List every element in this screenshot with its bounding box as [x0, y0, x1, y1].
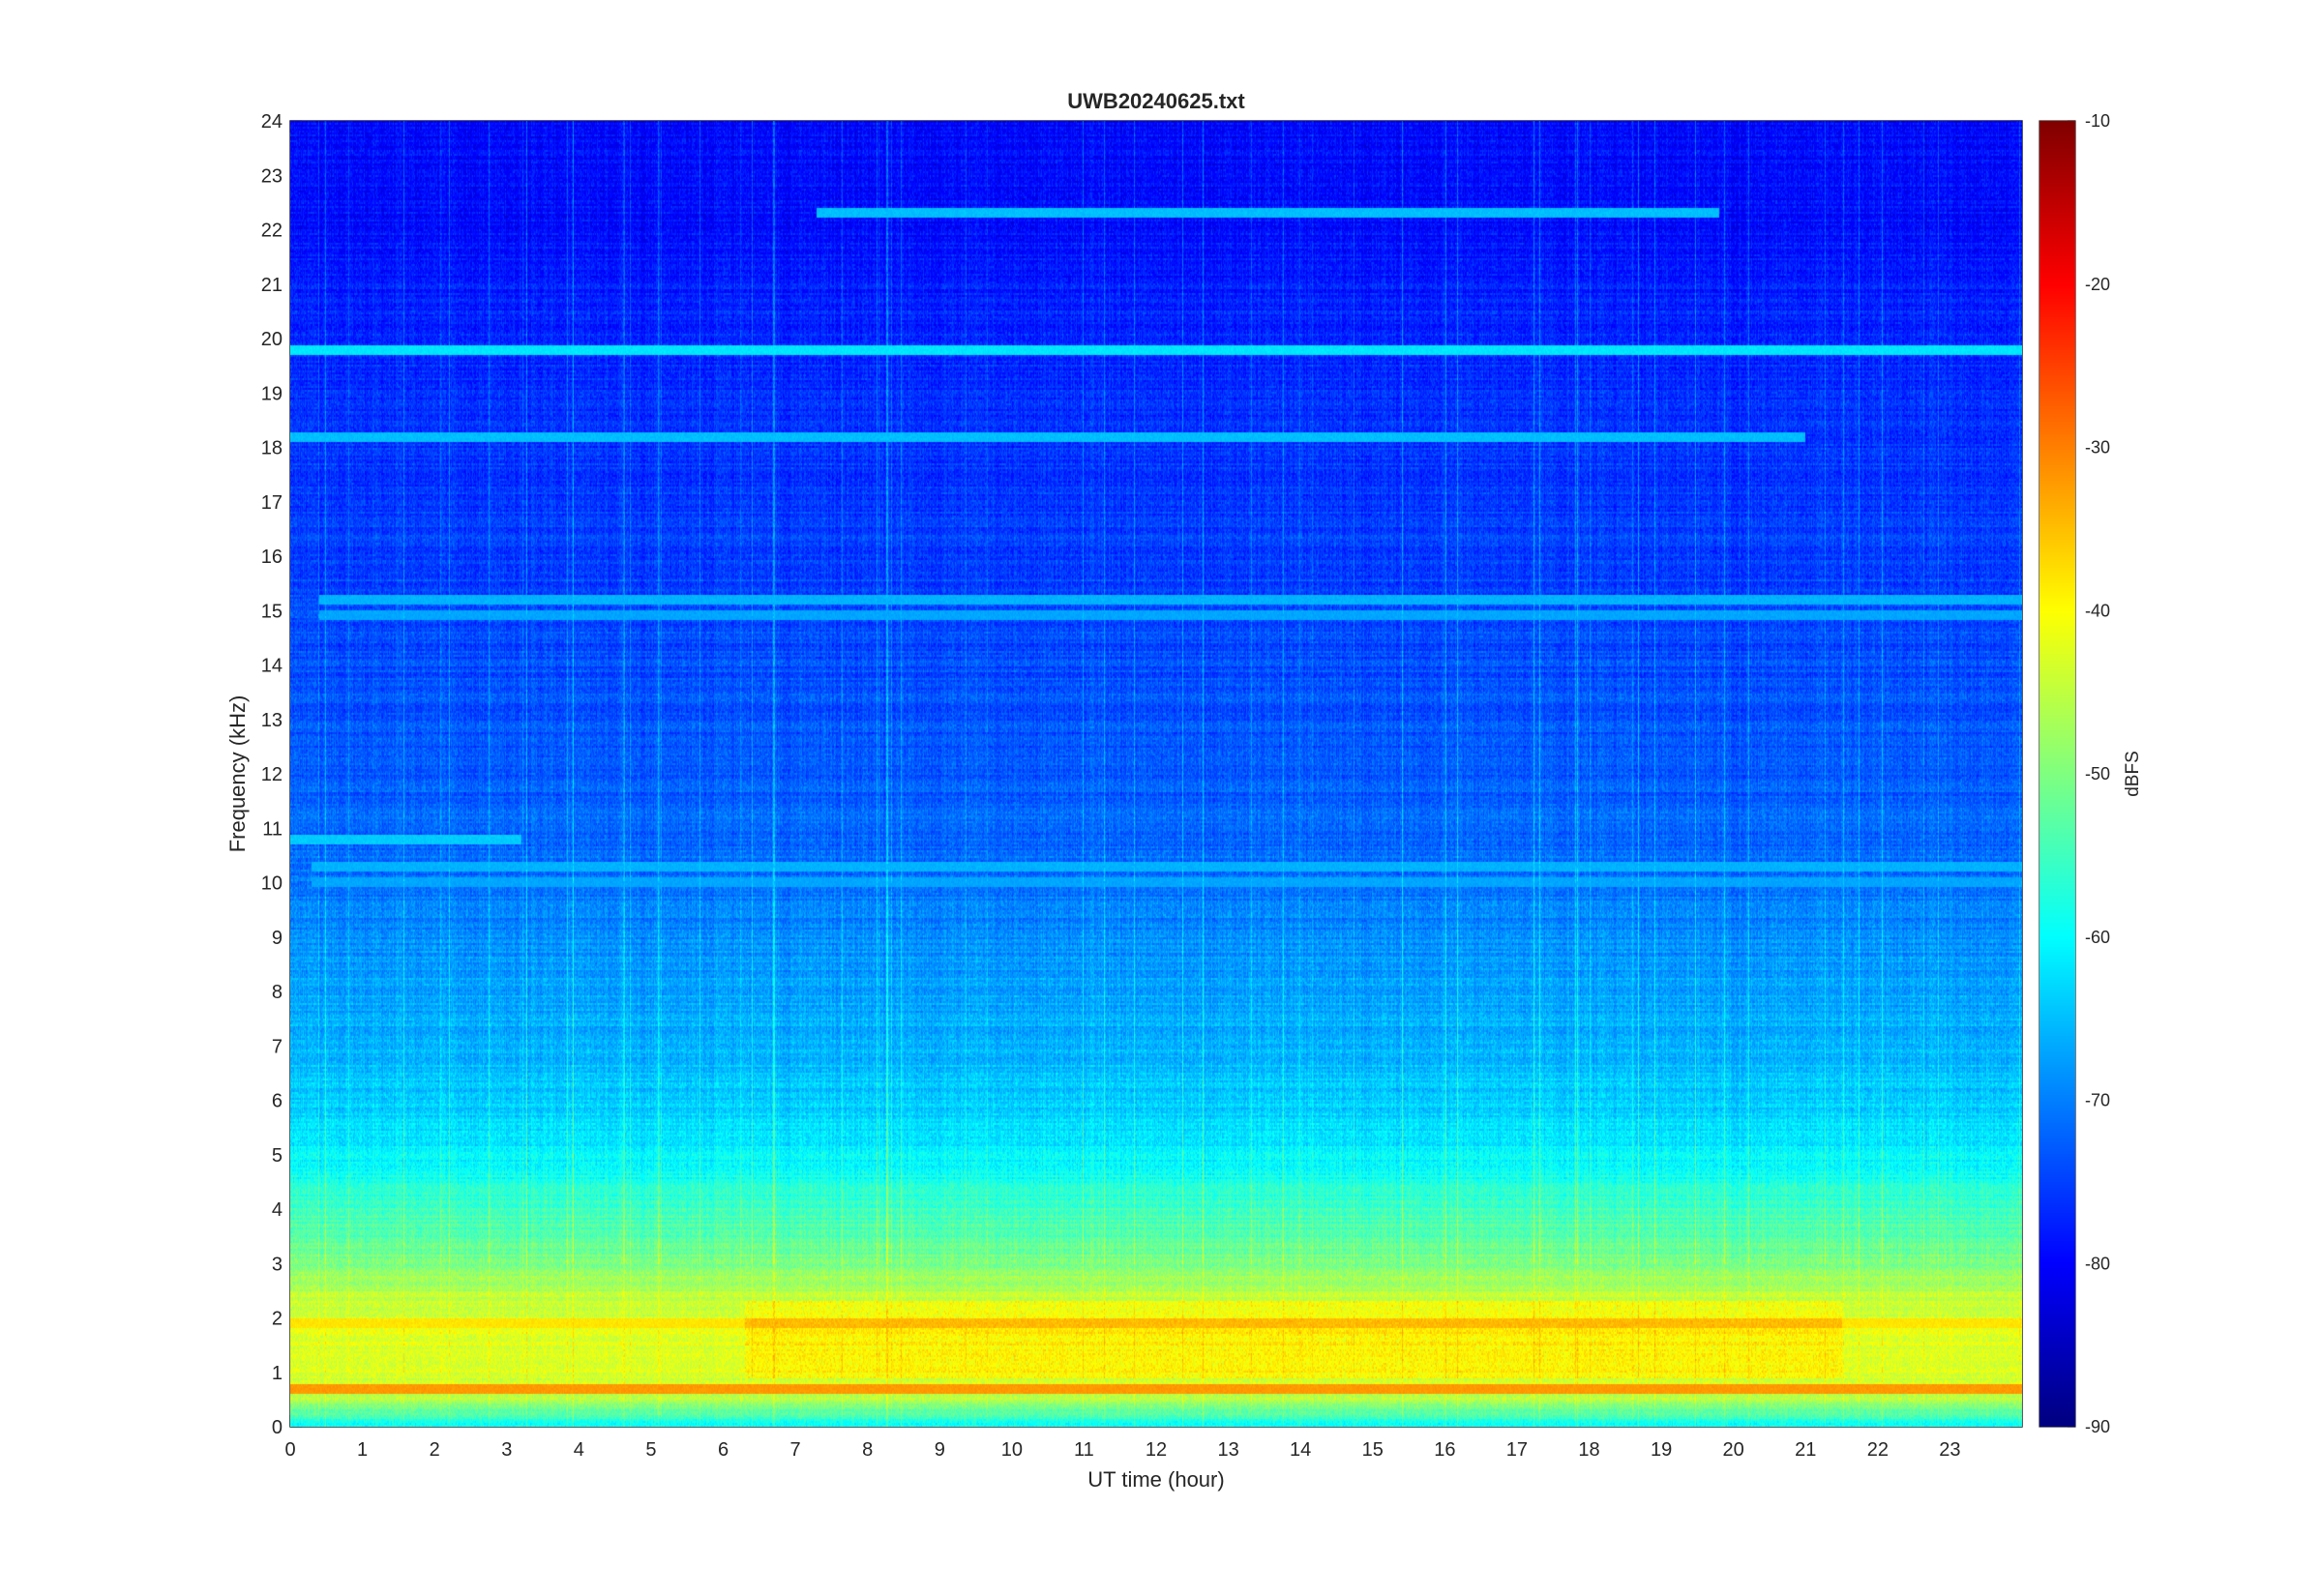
colorbar-tick-label: -60: [2085, 928, 2110, 947]
x-tick-label: 14: [1290, 1439, 1311, 1461]
colorbar-label: dBFS: [2123, 751, 2143, 797]
x-tick-label: 16: [1434, 1439, 1455, 1461]
colorbar-tick-label: -50: [2085, 764, 2110, 783]
x-tick-label: 2: [430, 1439, 440, 1461]
x-tick-label: 0: [284, 1439, 295, 1461]
y-tick-label: 14: [261, 656, 283, 677]
y-axis-label: Frequency (kHz): [225, 695, 250, 853]
y-tick-label: 20: [261, 329, 283, 350]
x-axis-label: UT time (hour): [1087, 1467, 1224, 1492]
x-tick-label: 7: [790, 1439, 801, 1461]
colorbar-tick-label: -80: [2085, 1254, 2110, 1273]
y-tick-label: 24: [261, 111, 283, 133]
y-tick-label: 11: [262, 818, 283, 840]
colorbar-tick-label: -70: [2085, 1091, 2110, 1110]
x-tick-label: 21: [1795, 1439, 1816, 1461]
y-tick-label: 2: [272, 1309, 283, 1330]
y-tick-label: 5: [272, 1145, 283, 1167]
y-tick-label: 4: [272, 1199, 283, 1221]
x-tick-label: 1: [357, 1439, 368, 1461]
x-tick-label: 20: [1723, 1439, 1744, 1461]
chart-title: UWB20240625.txt: [1067, 89, 1245, 113]
x-tick-label: 22: [1867, 1439, 1889, 1461]
y-tick-label: 7: [272, 1036, 283, 1057]
y-tick-label: 23: [261, 165, 283, 187]
x-tick-label: 18: [1578, 1439, 1599, 1461]
x-tick-label: 11: [1074, 1439, 1094, 1461]
colorbar-tick-label: -40: [2085, 601, 2110, 620]
x-tick-label: 13: [1217, 1439, 1238, 1461]
y-tick-label: 12: [261, 764, 283, 785]
colorbar: [2039, 121, 2075, 1427]
y-tick-label: 8: [272, 982, 283, 1003]
y-tick-label: 0: [272, 1417, 283, 1438]
y-tick-label: 21: [261, 275, 283, 296]
spectrogram-heatmap: [290, 121, 2022, 1427]
x-tick-label: 4: [574, 1439, 584, 1461]
y-tick-label: 3: [272, 1254, 283, 1275]
y-tick-label: 1: [272, 1363, 283, 1384]
x-tick-label: 9: [935, 1439, 945, 1461]
y-tick-label: 15: [261, 601, 283, 622]
x-tick-label: 12: [1146, 1439, 1167, 1461]
y-tick-label: 22: [261, 221, 283, 242]
x-tick-label: 3: [501, 1439, 512, 1461]
y-tick-label: 19: [261, 383, 283, 404]
y-tick-label: 10: [261, 873, 283, 895]
y-tick-label: 9: [272, 928, 283, 949]
x-tick-label: 19: [1651, 1439, 1672, 1461]
x-tick-label: 15: [1362, 1439, 1384, 1461]
colorbar-tick-label: -90: [2085, 1417, 2110, 1436]
x-tick-label: 10: [1001, 1439, 1023, 1461]
x-tick-label: 8: [862, 1439, 873, 1461]
colorbar-tick-label: -20: [2085, 275, 2110, 294]
x-tick-label: 17: [1506, 1439, 1528, 1461]
colorbar-tick-label: -10: [2085, 111, 2110, 131]
y-tick-label: 6: [272, 1091, 283, 1112]
y-tick-label: 13: [261, 710, 283, 731]
y-tick-label: 18: [261, 438, 283, 459]
x-tick-label: 23: [1939, 1439, 1960, 1461]
x-tick-label: 5: [645, 1439, 656, 1461]
x-tick-label: 6: [718, 1439, 729, 1461]
y-tick-label: 17: [261, 492, 283, 514]
colorbar-tick-label: -30: [2085, 438, 2110, 458]
y-tick-label: 16: [261, 547, 283, 568]
